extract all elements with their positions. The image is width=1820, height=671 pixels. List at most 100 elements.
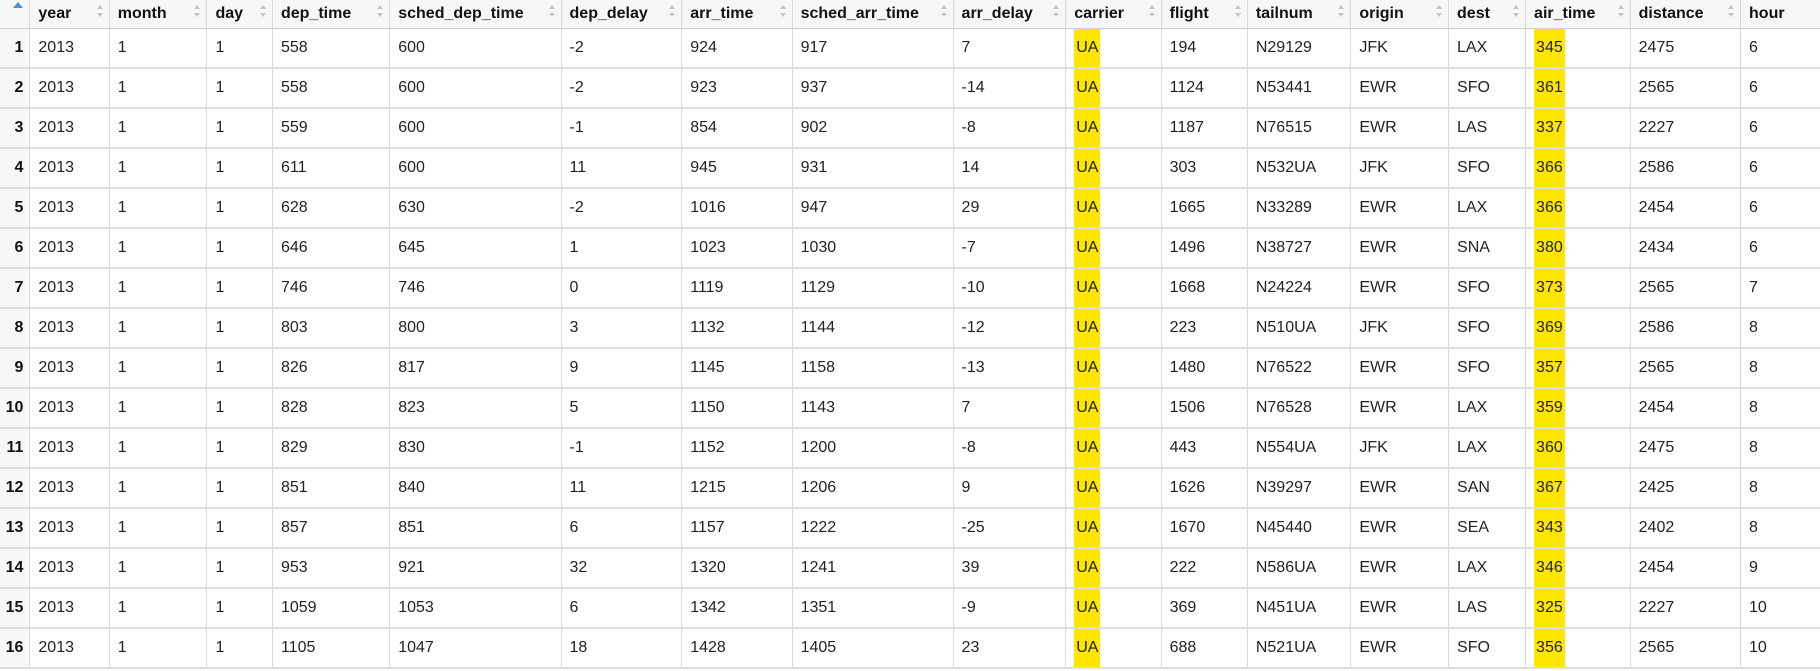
sort-toggle-icon[interactable] [1053, 5, 1060, 19]
cell-flight: 1506 [1161, 388, 1248, 429]
sort-toggle-icon[interactable] [259, 5, 266, 19]
cell-distance: 2565 [1630, 348, 1742, 389]
column-header-year[interactable]: year [29, 0, 110, 29]
cell-year: 2013 [29, 228, 110, 269]
cell-dest: SFO [1448, 148, 1527, 189]
sort-toggle-icon[interactable] [377, 5, 384, 19]
sort-toggle-icon[interactable] [548, 5, 555, 19]
row-number: 16 [0, 628, 31, 669]
cell-air-time: 343 [1525, 508, 1631, 549]
cell-year: 2013 [29, 28, 110, 69]
column-header-hour[interactable]: hour [1740, 0, 1820, 29]
cell-dest: LAS [1448, 108, 1527, 149]
column-header-air-time[interactable]: air_time [1525, 0, 1631, 29]
sort-toggle-icon[interactable] [1234, 5, 1241, 19]
cell-day: 1 [206, 268, 273, 309]
column-header-origin[interactable]: origin [1350, 0, 1450, 29]
column-header-label: dep_delay [569, 5, 648, 22]
highlighted-value: UA [1074, 308, 1101, 346]
table-row: 16 2013 1 1 1105 1047 18 1428 1405 23 UA 688 N521UA E… [0, 628, 1820, 669]
column-header-dep-time[interactable]: dep_time [272, 0, 391, 29]
sort-toggle-icon[interactable] [1148, 5, 1155, 19]
row-number: 8 [0, 308, 31, 349]
cell-dep-delay: 32 [561, 548, 683, 589]
sort-toggle-icon[interactable] [779, 5, 786, 19]
cell-arr-time: 1215 [681, 468, 793, 509]
sort-toggle-icon[interactable] [1436, 5, 1443, 19]
cell-day: 1 [206, 148, 273, 189]
highlighted-value: 337 [1534, 108, 1565, 146]
sort-toggle-icon[interactable] [940, 5, 947, 19]
cell-flight: 1496 [1161, 228, 1248, 269]
cell-sched-arr-time: 1200 [792, 428, 954, 469]
cell-dep-time: 851 [272, 468, 391, 509]
cell-dest: SFO [1448, 628, 1527, 669]
cell-distance: 2586 [1630, 308, 1742, 349]
cell-dep-delay: 6 [561, 508, 683, 549]
row-number-header[interactable] [0, 0, 31, 29]
cell-day: 1 [206, 348, 273, 389]
column-header-label: dep_time [280, 5, 352, 22]
cell-year: 2013 [29, 108, 110, 149]
sort-toggle-icon[interactable] [194, 5, 201, 19]
cell-arr-delay: 39 [953, 548, 1067, 589]
cell-dep-time: 829 [272, 428, 391, 469]
row-number: 2 [0, 68, 31, 109]
cell-carrier: UA [1065, 388, 1162, 429]
highlighted-value: 366 [1534, 188, 1565, 226]
cell-distance: 2565 [1630, 268, 1742, 309]
column-header-sched-dep-time[interactable]: sched_dep_time [389, 0, 562, 29]
column-header-carrier[interactable]: carrier [1065, 0, 1162, 29]
cell-arr-time: 924 [681, 28, 793, 69]
cell-carrier: UA [1065, 468, 1162, 509]
column-header-tailnum[interactable]: tailnum [1247, 0, 1352, 29]
column-header-label: dest [1457, 5, 1490, 22]
cell-sched-dep-time: 851 [389, 508, 562, 549]
column-header-month[interactable]: month [109, 0, 208, 29]
cell-hour: 6 [1740, 228, 1820, 269]
column-header-sched-arr-time[interactable]: sched_arr_time [792, 0, 954, 29]
sort-toggle-icon[interactable] [1338, 5, 1345, 19]
highlighted-value: 361 [1534, 68, 1565, 106]
cell-dep-delay: 11 [561, 148, 683, 189]
highlighted-value: 366 [1534, 148, 1565, 186]
cell-hour: 8 [1740, 388, 1820, 429]
column-header-arr-delay[interactable]: arr_delay [953, 0, 1067, 29]
cell-flight: 194 [1161, 28, 1248, 69]
table-row: 10 2013 1 1 828 823 5 1150 1143 7 UA 1506 N76528 EWR L… [0, 388, 1820, 429]
sort-toggle-icon[interactable] [1513, 5, 1520, 19]
cell-dep-delay: 0 [561, 268, 683, 309]
column-header-distance[interactable]: distance [1630, 0, 1742, 29]
highlighted-value: UA [1074, 548, 1101, 586]
column-header-dep-delay[interactable]: dep_delay [561, 0, 683, 29]
cell-sched-arr-time: 1143 [792, 388, 954, 429]
table-row: 7 2013 1 1 746 746 0 1119 1129 -10 UA 1668 N24224 EWR… [0, 268, 1820, 309]
column-header-day[interactable]: day [206, 0, 273, 29]
cell-sched-arr-time: 947 [792, 188, 954, 229]
column-header-arr-time[interactable]: arr_time [681, 0, 793, 29]
cell-distance: 2475 [1630, 428, 1742, 469]
cell-tailnum: N510UA [1247, 308, 1352, 349]
cell-origin: EWR [1350, 108, 1450, 149]
cell-month: 1 [109, 428, 208, 469]
sort-toggle-icon[interactable] [1728, 5, 1735, 19]
header-row: year month day dep_time sched_dep_time dep_de… [0, 0, 1820, 29]
cell-dest: LAX [1448, 428, 1527, 469]
cell-sched-dep-time: 840 [389, 468, 562, 509]
cell-arr-delay: -7 [953, 228, 1067, 269]
column-header-dest[interactable]: dest [1448, 0, 1527, 29]
cell-tailnum: N76515 [1247, 108, 1352, 149]
cell-tailnum: N76522 [1247, 348, 1352, 389]
cell-year: 2013 [29, 508, 110, 549]
sort-toggle-icon[interactable] [96, 5, 103, 19]
sort-toggle-icon[interactable] [669, 5, 676, 19]
sort-ascending-icon[interactable] [13, 2, 23, 8]
column-header-flight[interactable]: flight [1161, 0, 1248, 29]
highlighted-value: 380 [1534, 228, 1565, 266]
sort-toggle-icon[interactable] [1617, 5, 1624, 19]
cell-day: 1 [206, 588, 273, 629]
cell-tailnum: N33289 [1247, 188, 1352, 229]
cell-arr-time: 1428 [681, 628, 793, 669]
cell-sched-arr-time: 1405 [792, 628, 954, 669]
cell-air-time: 366 [1525, 188, 1631, 229]
